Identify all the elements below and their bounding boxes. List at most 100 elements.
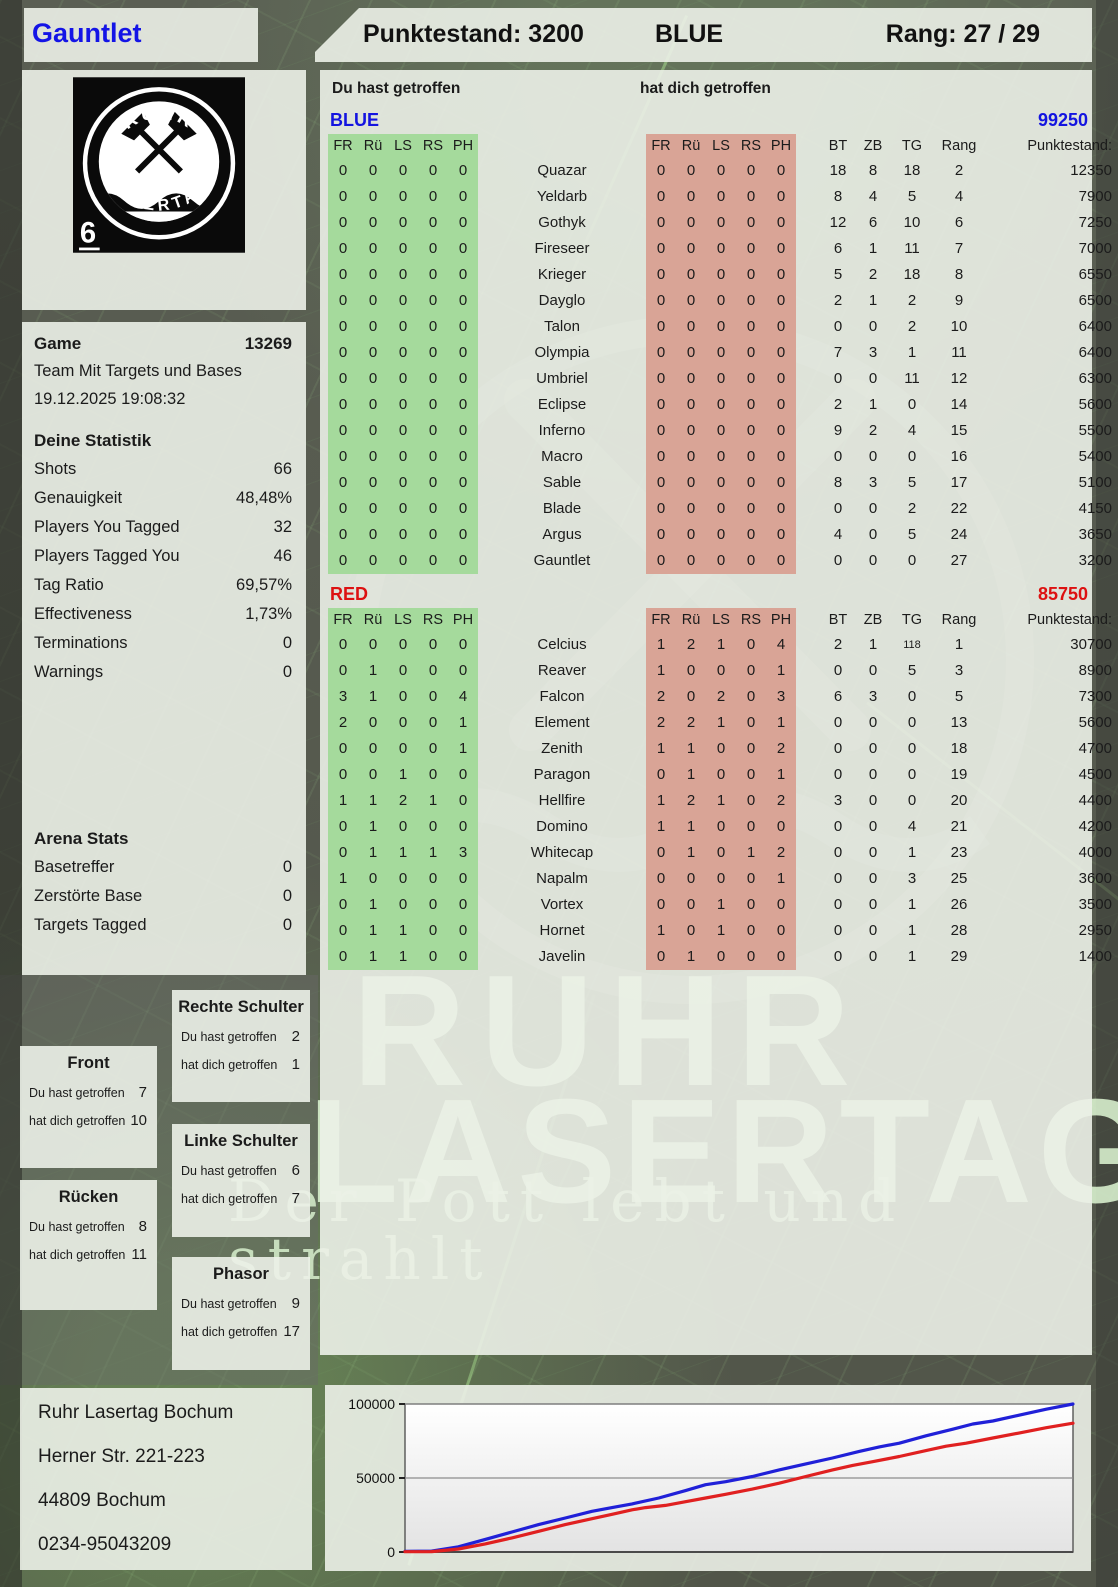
cell-stat: 3500 (1078, 896, 1112, 913)
cell-you-hit: 0 (328, 236, 358, 262)
stat-value: 0 (282, 663, 292, 681)
cell-hit-you: 0 (766, 288, 796, 314)
cell-you-hit: 0 (418, 944, 448, 970)
cell-stat: 0 (833, 896, 843, 913)
cell-stat: 0 (868, 792, 878, 809)
cell-you-hit: 0 (358, 548, 388, 574)
cell-hit-you: 1 (706, 710, 736, 736)
cell-hit-you: 1 (646, 658, 676, 684)
cell-hit-you: 0 (736, 866, 766, 892)
stat-value: 0 (282, 916, 292, 934)
table-row: 0 0 0 0 0 Talon 0 0 0 0 0 0 0 2 10 6400 (328, 314, 1112, 340)
cell-you-hit: 0 (358, 262, 388, 288)
cell-hit-you: 3 (766, 684, 796, 710)
col-header: RS (418, 134, 448, 158)
cell-stat: 0 (907, 740, 917, 757)
cell-hit-you: 0 (736, 658, 766, 684)
cell-you-hit: 0 (358, 736, 388, 762)
cell-you-hit: 0 (418, 762, 448, 788)
line-chart-svg: 100000 50000 0 (348, 1396, 1075, 1560)
col-header: FR (328, 134, 358, 158)
cell-you-hit: 0 (448, 522, 478, 548)
cell-stat: 4 (907, 422, 917, 439)
cell-you-hit: 1 (418, 840, 448, 866)
stat-label: Targets Tagged (34, 916, 147, 934)
cell-hit-you: 1 (646, 918, 676, 944)
spacer (796, 522, 820, 548)
cell-you-hit: 0 (328, 522, 358, 548)
cell-hit-you: 0 (736, 444, 766, 470)
cell-hit-you: 0 (706, 288, 736, 314)
table-header-row: FR Rü LS RS PH FR Rü LS RS PH BT ZB TG Rang Punktestan… (328, 134, 1112, 158)
stat-row: Warnings 0 (34, 658, 292, 687)
cell-you-hit: 0 (448, 548, 478, 574)
cell-hit-you: 0 (766, 236, 796, 262)
cell-stat: 0 (868, 766, 878, 783)
cell-you-hit: 0 (328, 314, 358, 340)
player-name: Paragon (533, 766, 591, 783)
spacer (796, 548, 820, 574)
cell-stat: 0 (868, 662, 878, 679)
cell-hit-you: 1 (646, 814, 676, 840)
spacer (796, 632, 820, 658)
cell-you-hit: 0 (418, 444, 448, 470)
cell-stat: 4150 (1078, 500, 1112, 517)
cell-you-hit: 0 (358, 710, 388, 736)
cell-you-hit: 0 (388, 184, 418, 210)
cell-hit-you: 1 (676, 840, 706, 866)
cell-stat: 6400 (1078, 344, 1112, 361)
cell-stat: 4000 (1078, 844, 1112, 861)
table-row: 3 1 0 0 4 Falcon 2 0 2 0 3 6 3 0 5 7300 (328, 684, 1112, 710)
cell-hit-you: 0 (766, 470, 796, 496)
player-name: Reaver (537, 662, 587, 679)
cell-you-hit: 0 (418, 314, 448, 340)
venue-contact-panel: Ruhr Lasertag Bochum Herner Str. 221-223 4… (20, 1388, 312, 1570)
cell-stat: 0 (833, 500, 843, 517)
arena-stats-list: Basetreffer 0 Zerstörte Base 0 Targets Tagge… (34, 853, 292, 940)
cell-stat: 5500 (1078, 422, 1112, 439)
cell-hit-you: 2 (766, 788, 796, 814)
cell-stat: 1 (954, 636, 964, 653)
spacer (796, 684, 820, 710)
cell-you-hit: 0 (448, 892, 478, 918)
cell-stat: 3 (868, 344, 878, 361)
col-header: PH (766, 134, 796, 158)
cell-hit-you: 0 (706, 496, 736, 522)
cell-you-hit: 0 (388, 366, 418, 392)
cell-you-hit: 1 (358, 892, 388, 918)
cell-you-hit: 2 (328, 710, 358, 736)
page-left-border (0, 0, 22, 1587)
cell-stat: 2 (868, 266, 878, 283)
cell-stat: 0 (833, 870, 843, 887)
stat-label: Zerstörte Base (34, 887, 143, 905)
cell-you-hit: 0 (388, 632, 418, 658)
spacer (796, 314, 820, 340)
cell-you-hit: 0 (328, 892, 358, 918)
spacer (796, 658, 820, 684)
page-right-border (1096, 0, 1118, 1587)
cell-stat: 4 (954, 188, 964, 205)
player-name-panel: Gauntlet (24, 8, 258, 62)
cell-stat: 0 (833, 662, 843, 679)
logo-badge-number: 6 (80, 217, 96, 249)
cell-you-hit: 0 (328, 184, 358, 210)
table-row: 0 0 0 0 1 Zenith 1 1 0 0 2 0 0 0 18 4700 (328, 736, 1112, 762)
col-header: Rü (358, 608, 388, 632)
table-row: 0 0 0 0 0 Quazar 0 0 0 0 0 18 8 18 2 12350 (328, 158, 1112, 184)
cell-hit-you: 0 (736, 158, 766, 184)
cell-stat: 25 (950, 870, 968, 887)
cell-you-hit: 0 (418, 418, 448, 444)
cell-stat: 30700 (1070, 636, 1112, 653)
zone-you-hit-value: 9 (291, 1295, 300, 1312)
cell-you-hit: 0 (448, 788, 478, 814)
cell-hit-you: 0 (676, 444, 706, 470)
cell-stat: 6 (833, 688, 843, 705)
table-row: 0 0 0 0 0 Inferno 0 0 0 0 0 9 2 4 15 5500 (328, 418, 1112, 444)
cell-stat: 6 (868, 214, 878, 231)
cell-stat: 16 (950, 448, 968, 465)
team-total-score: 85750 (1037, 583, 1088, 604)
cell-stat: 0 (833, 844, 843, 861)
game-info-panel: Game 13269 Team Mit Targets und Bases 19… (22, 322, 306, 975)
cell-you-hit: 0 (328, 340, 358, 366)
